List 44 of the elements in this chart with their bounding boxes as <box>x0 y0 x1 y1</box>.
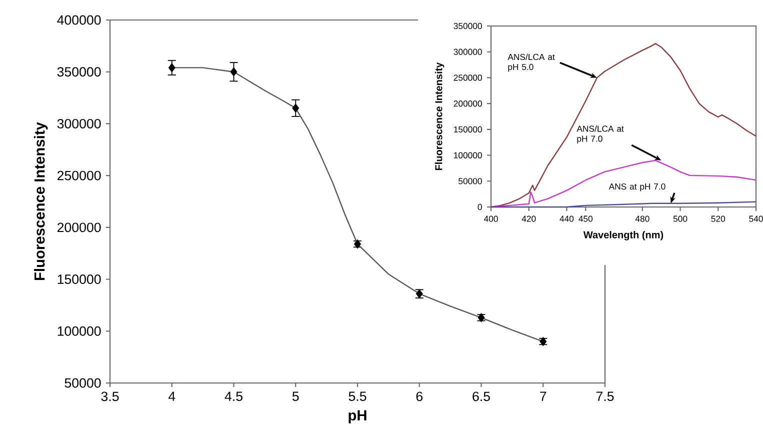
x-tick-label: 520 <box>711 216 726 222</box>
x-tick-label: 540 <box>749 216 763 222</box>
point <box>230 67 238 76</box>
line-series <box>490 42 757 208</box>
y-tick-label: 300000 <box>454 48 482 55</box>
annotation: ANS at pH 7.0 <box>608 183 666 192</box>
x-tick-label: 5.5 <box>348 392 366 401</box>
x-tick-label: 4 <box>168 392 176 401</box>
y-tick-label: 150000 <box>454 126 482 132</box>
x-tick-label: 7 <box>540 392 546 401</box>
x-axis-title: Wavelength (nm) <box>583 231 664 240</box>
x-axis-title: pH <box>348 410 366 424</box>
y-tick-label: 50000 <box>64 378 101 388</box>
x-tick-label: 7.5 <box>596 392 614 401</box>
y-tick-label: 200000 <box>57 222 101 232</box>
y-axis-title: Fluorescence Intensity <box>434 62 444 170</box>
y-tick-label: 100000 <box>58 326 101 336</box>
x-tick-label: 450 <box>578 216 593 222</box>
y-tick-label: 250000 <box>454 74 482 81</box>
x-tick-label: 480 <box>635 216 650 222</box>
y-tick-label: 250000 <box>57 170 101 180</box>
y-axis-title: Fluorescence Intensity <box>34 122 48 280</box>
y-tick-label: 200000 <box>454 100 482 107</box>
x-tick-label: 500 <box>673 216 688 222</box>
point <box>292 104 300 113</box>
y-tick-label: 0 <box>478 204 482 210</box>
x-tick-label: 400 <box>484 216 498 222</box>
y-tick-label: 300000 <box>57 118 101 128</box>
y-tick-label: 350000 <box>454 22 482 30</box>
y-tick-label: 350000 <box>57 67 101 77</box>
x-tick-label: 3.5 <box>101 392 119 402</box>
x-tick-label: 5 <box>292 392 299 401</box>
x-tick-label: 440 <box>560 216 574 222</box>
annotation: ANS/LCA at pH 7.0 <box>576 125 624 144</box>
point <box>168 63 176 72</box>
y-tick-label: 50000 <box>458 178 482 184</box>
x-tick-label: 4.5 <box>224 392 242 401</box>
x-tick-label: 6.5 <box>472 392 490 402</box>
y-tick-label: 100000 <box>454 152 482 158</box>
x-tick-label: 420 <box>522 216 536 222</box>
x-tick-label: 6 <box>416 392 423 402</box>
annotation: ANS/LCA at pH 5.0 <box>508 54 555 72</box>
y-tick-label: 150000 <box>58 274 101 284</box>
y-tick-label: 400000 <box>57 15 101 25</box>
